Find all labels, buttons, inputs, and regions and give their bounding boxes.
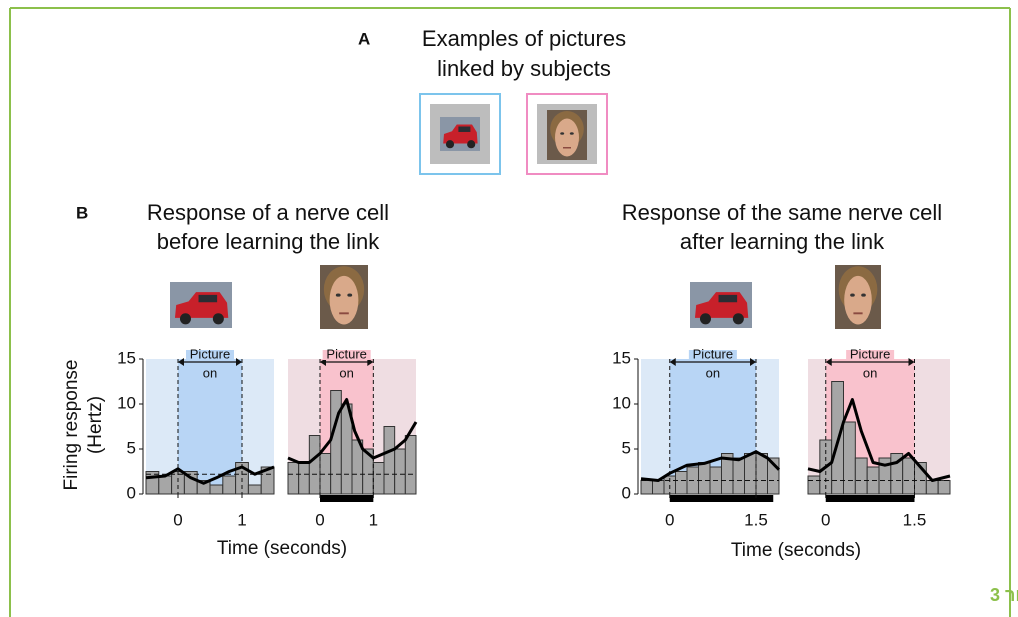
bar bbox=[676, 472, 688, 495]
face-picture bbox=[547, 110, 587, 160]
face-picture bbox=[835, 265, 881, 329]
car-picture bbox=[690, 282, 752, 328]
mouth bbox=[339, 312, 349, 314]
eye bbox=[570, 132, 574, 135]
face bbox=[330, 276, 359, 325]
bar bbox=[903, 458, 915, 494]
wheel bbox=[180, 313, 191, 324]
wheel bbox=[733, 313, 744, 324]
bar bbox=[288, 463, 299, 495]
bar bbox=[733, 458, 745, 494]
y-axis-label: (Hertz) bbox=[85, 396, 106, 454]
bar bbox=[373, 463, 384, 495]
bar bbox=[210, 485, 223, 494]
bar bbox=[926, 481, 938, 495]
x-tick-label: 1.5 bbox=[903, 510, 927, 529]
bar bbox=[756, 454, 768, 495]
bar bbox=[699, 463, 711, 495]
annotation: Picture bbox=[326, 346, 366, 361]
wheel bbox=[446, 140, 454, 148]
bar bbox=[309, 436, 320, 495]
mouth bbox=[853, 312, 862, 314]
bar bbox=[395, 449, 406, 494]
x-axis-label: Time (seconds) bbox=[731, 540, 861, 561]
bar bbox=[405, 436, 416, 495]
y-tick-label: 10 bbox=[612, 393, 631, 412]
eye bbox=[861, 293, 866, 296]
y-axis-label: Firing response bbox=[61, 360, 82, 491]
bar bbox=[745, 454, 757, 495]
annotation: Picture bbox=[693, 346, 733, 361]
annotation: on bbox=[706, 365, 720, 380]
annotation: on bbox=[203, 365, 217, 380]
wheel bbox=[467, 140, 475, 148]
x-tick-label: 1 bbox=[237, 510, 246, 529]
eye bbox=[850, 293, 855, 296]
bar bbox=[146, 472, 159, 495]
mouth bbox=[563, 147, 571, 149]
chart-title: Response of the same nerve cell bbox=[622, 200, 942, 225]
panel-title: linked by subjects bbox=[437, 56, 611, 81]
car-picture bbox=[170, 282, 232, 328]
y-tick-label: 15 bbox=[612, 348, 631, 367]
chart-title: after learning the link bbox=[680, 229, 885, 254]
x-tick-label: 1 bbox=[369, 510, 378, 529]
x-tick-label: 1.5 bbox=[744, 510, 768, 529]
x-tick-label: 0 bbox=[665, 510, 674, 529]
stimulus-bar bbox=[670, 495, 774, 502]
stimulus-bar bbox=[320, 495, 373, 502]
bar bbox=[331, 391, 342, 495]
eye bbox=[336, 293, 341, 296]
face bbox=[555, 119, 579, 157]
bar bbox=[159, 476, 172, 494]
chart-title: Response of a nerve cell bbox=[147, 200, 389, 225]
car-window bbox=[199, 295, 218, 302]
annotation: on bbox=[863, 365, 877, 380]
y-tick-label: 10 bbox=[117, 393, 136, 412]
x-axis-label: Time (seconds) bbox=[217, 538, 347, 559]
eye bbox=[560, 132, 564, 135]
figure: A Examples of pictures linked by subject… bbox=[0, 0, 1018, 617]
bar bbox=[641, 481, 653, 495]
bar bbox=[653, 481, 665, 495]
panel-title: Examples of pictures bbox=[422, 26, 626, 51]
car-picture bbox=[440, 117, 480, 151]
annotation: Picture bbox=[190, 346, 230, 361]
bar bbox=[808, 476, 820, 494]
panel-label: B bbox=[76, 203, 88, 222]
x-tick-label: 0 bbox=[315, 510, 324, 529]
chart-title: before learning the link bbox=[157, 229, 381, 254]
caption: איור 3 bbox=[990, 585, 1018, 605]
panel-label: A bbox=[358, 29, 370, 48]
x-tick-label: 0 bbox=[173, 510, 182, 529]
y-tick-label: 15 bbox=[117, 348, 136, 367]
bar bbox=[223, 476, 236, 494]
face-picture bbox=[320, 265, 368, 329]
annotation: Picture bbox=[850, 346, 890, 361]
bar bbox=[384, 427, 395, 495]
y-tick-label: 0 bbox=[622, 483, 631, 502]
y-tick-label: 0 bbox=[127, 483, 136, 502]
car-window bbox=[458, 127, 470, 132]
bar bbox=[844, 422, 856, 494]
car-window bbox=[719, 295, 738, 302]
bar bbox=[299, 463, 310, 495]
annotation: on bbox=[339, 365, 353, 380]
wheel bbox=[700, 313, 711, 324]
y-tick-label: 5 bbox=[127, 438, 136, 457]
wheel bbox=[213, 313, 224, 324]
face bbox=[844, 276, 872, 325]
y-tick-label: 5 bbox=[622, 438, 631, 457]
bar bbox=[938, 481, 950, 495]
eye bbox=[347, 293, 352, 296]
x-tick-label: 0 bbox=[821, 510, 830, 529]
bar bbox=[855, 458, 867, 494]
bar bbox=[248, 485, 261, 494]
stimulus-bar bbox=[826, 495, 915, 502]
